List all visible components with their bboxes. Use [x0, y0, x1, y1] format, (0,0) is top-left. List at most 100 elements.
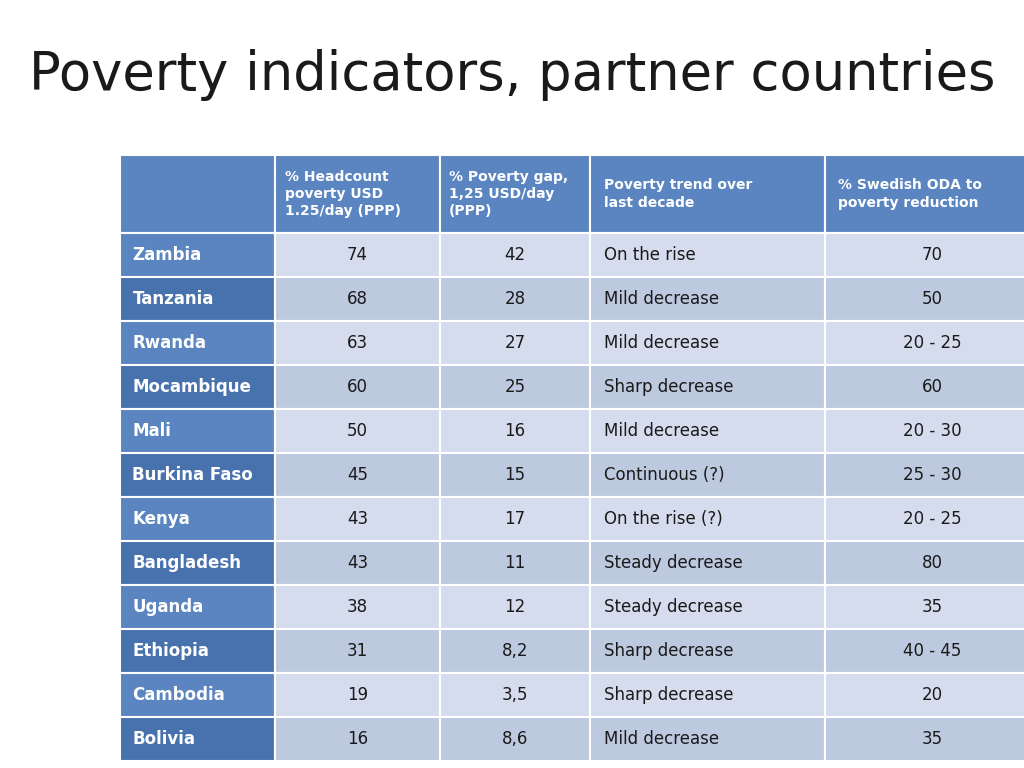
Text: 25: 25	[505, 378, 525, 396]
Bar	[825, 155, 1024, 233]
Bar	[825, 233, 1024, 277]
Bar	[825, 673, 1024, 717]
Bar	[590, 321, 825, 365]
Text: 43: 43	[347, 510, 368, 528]
Bar	[275, 629, 440, 673]
Bar	[440, 155, 590, 233]
Text: 20: 20	[922, 686, 943, 704]
Text: Tanzania: Tanzania	[132, 290, 214, 308]
Bar	[275, 321, 440, 365]
Text: 40 - 45: 40 - 45	[903, 642, 962, 660]
Text: 12: 12	[505, 598, 525, 616]
Bar	[120, 365, 275, 409]
Text: On the rise: On the rise	[604, 246, 696, 264]
Bar	[275, 585, 440, 629]
Bar	[120, 673, 275, 717]
Text: Poverty indicators, partner countries: Poverty indicators, partner countries	[29, 49, 995, 101]
Text: 45: 45	[347, 466, 368, 484]
Bar	[590, 233, 825, 277]
Bar	[275, 365, 440, 409]
Text: 8,2: 8,2	[502, 642, 528, 660]
Text: 42: 42	[505, 246, 525, 264]
Bar	[275, 155, 440, 233]
Bar	[120, 321, 275, 365]
Bar	[590, 365, 825, 409]
Text: 8,6: 8,6	[502, 730, 528, 748]
Text: 28: 28	[505, 290, 525, 308]
Text: Mali: Mali	[132, 422, 171, 440]
Text: On the rise (?): On the rise (?)	[604, 510, 723, 528]
Bar	[275, 673, 440, 717]
Text: 60: 60	[347, 378, 368, 396]
Text: Mild decrease: Mild decrease	[604, 422, 719, 440]
Bar	[825, 277, 1024, 321]
Text: Poverty trend over
last decade: Poverty trend over last decade	[604, 178, 753, 210]
Bar	[825, 629, 1024, 673]
Text: 19: 19	[347, 686, 368, 704]
Text: % Headcount
poverty USD
1.25/day (PPP): % Headcount poverty USD 1.25/day (PPP)	[285, 170, 401, 218]
Text: 25 - 30: 25 - 30	[903, 466, 962, 484]
Text: Sharp decrease: Sharp decrease	[604, 642, 733, 660]
Text: 31: 31	[347, 642, 368, 660]
Text: 50: 50	[922, 290, 943, 308]
Text: Zambia: Zambia	[132, 246, 202, 264]
Text: 20 - 30: 20 - 30	[903, 422, 962, 440]
Bar	[825, 717, 1024, 761]
Text: 70: 70	[922, 246, 943, 264]
Bar	[440, 541, 590, 585]
Bar	[440, 673, 590, 717]
Text: Kenya: Kenya	[132, 510, 190, 528]
Text: 16: 16	[347, 730, 368, 748]
Bar	[275, 277, 440, 321]
Text: Continuous (?): Continuous (?)	[604, 466, 725, 484]
Bar	[590, 629, 825, 673]
Bar	[275, 409, 440, 453]
Bar	[120, 409, 275, 453]
Bar	[590, 409, 825, 453]
Bar	[590, 585, 825, 629]
Text: 20 - 25: 20 - 25	[903, 510, 962, 528]
Bar	[440, 277, 590, 321]
Bar	[590, 497, 825, 541]
Bar	[825, 497, 1024, 541]
Bar	[590, 277, 825, 321]
Text: Ethiopia: Ethiopia	[132, 642, 209, 660]
Text: 3,5: 3,5	[502, 686, 528, 704]
Bar	[120, 717, 275, 761]
Bar	[440, 321, 590, 365]
Bar	[440, 717, 590, 761]
Text: Mild decrease: Mild decrease	[604, 290, 719, 308]
Bar	[120, 497, 275, 541]
Bar	[275, 453, 440, 497]
Bar	[590, 453, 825, 497]
Text: 20 - 25: 20 - 25	[903, 334, 962, 352]
Text: 38: 38	[347, 598, 368, 616]
Text: 74: 74	[347, 246, 368, 264]
Text: 60: 60	[922, 378, 943, 396]
Text: 16: 16	[505, 422, 525, 440]
Text: 63: 63	[347, 334, 368, 352]
Text: Mocambique: Mocambique	[132, 378, 251, 396]
Text: 27: 27	[505, 334, 525, 352]
Text: Uganda: Uganda	[132, 598, 204, 616]
Bar	[120, 629, 275, 673]
Text: Steady decrease: Steady decrease	[604, 598, 742, 616]
Bar	[440, 629, 590, 673]
Bar	[825, 321, 1024, 365]
Text: Cambodia: Cambodia	[132, 686, 225, 704]
Bar	[275, 233, 440, 277]
Text: 35: 35	[922, 598, 943, 616]
Bar	[275, 497, 440, 541]
Bar	[825, 585, 1024, 629]
Text: Mild decrease: Mild decrease	[604, 334, 719, 352]
Text: Mild decrease: Mild decrease	[604, 730, 719, 748]
Bar	[120, 453, 275, 497]
Text: Sharp decrease: Sharp decrease	[604, 378, 733, 396]
Bar	[825, 409, 1024, 453]
Bar	[440, 497, 590, 541]
Bar	[440, 409, 590, 453]
Bar	[275, 541, 440, 585]
Text: Rwanda: Rwanda	[132, 334, 207, 352]
Bar	[120, 233, 275, 277]
Text: 50: 50	[347, 422, 368, 440]
